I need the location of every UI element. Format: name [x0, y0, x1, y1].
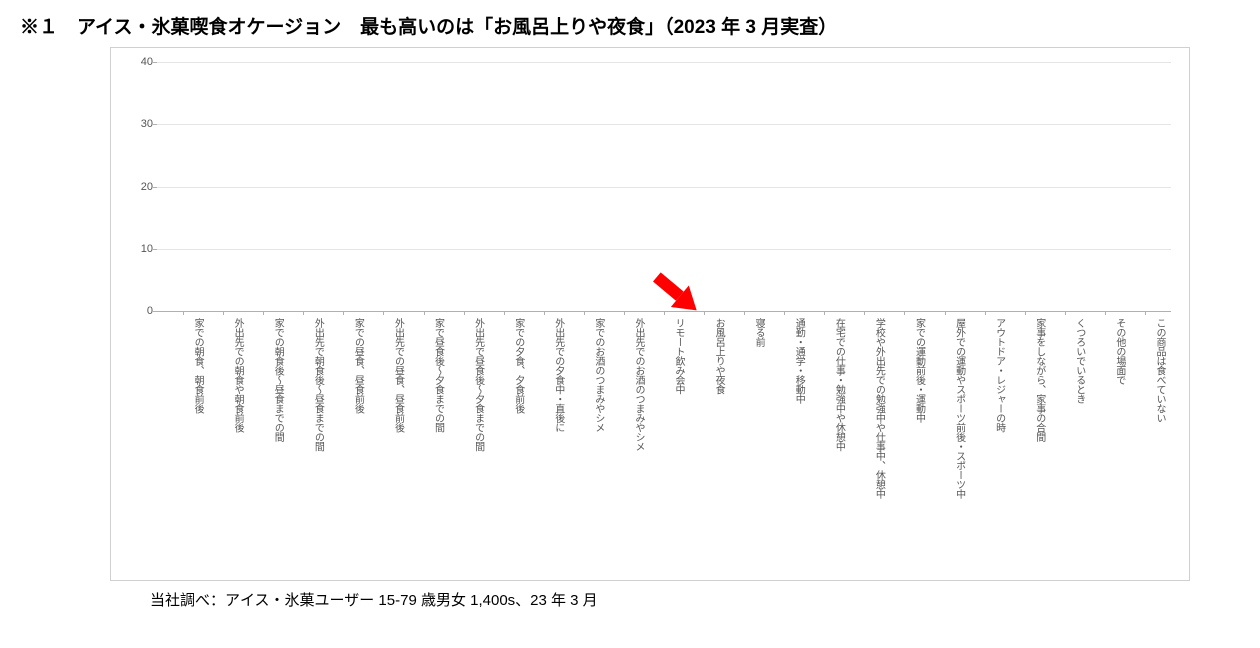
x-tick-mark	[584, 311, 585, 315]
y-tick-label: 20	[127, 181, 153, 193]
x-tick-mark	[1145, 311, 1146, 315]
x-axis-label: 外出先でのお酒のつまみやシメ	[604, 312, 644, 572]
gridline	[157, 187, 1171, 188]
x-tick-mark	[784, 311, 785, 315]
plot: 010203040	[157, 62, 1171, 312]
x-axis-label: くつろいでいるとき	[1045, 312, 1085, 572]
gridline	[157, 249, 1171, 250]
x-axis-label: 屋外での運動やスポーツ前後・スポーツ中	[924, 312, 964, 572]
x-axis-label: 家でのお酒のつまみやシメ	[564, 312, 604, 572]
x-tick-mark	[544, 311, 545, 315]
x-tick-mark	[744, 311, 745, 315]
chart-title: ※１ アイス・氷菓喫食オケージョン 最も高いのは「お風呂上りや夜食」（2023 …	[20, 12, 1240, 39]
x-tick-mark	[303, 311, 304, 315]
x-axis-label: 家での昼食、昼食前後	[323, 312, 363, 572]
x-axis-label: 家での夕食、夕食前後	[484, 312, 524, 572]
x-axis-label: 通勤・通学・移動中	[764, 312, 804, 572]
x-axis-label: 外出先での夕食中・直後に	[524, 312, 564, 572]
x-tick-mark	[383, 311, 384, 315]
y-tick-label: 10	[127, 243, 153, 255]
gridline	[157, 124, 1171, 125]
x-axis-label: 外出先での朝食や朝食前後	[203, 312, 243, 572]
x-axis-label: 学校や外出先での勉強中や仕事中、休憩中	[844, 312, 884, 572]
x-axis-label: お風呂上りや夜食	[684, 312, 724, 572]
x-tick-mark	[704, 311, 705, 315]
plot-area: 010203040	[157, 62, 1171, 312]
x-tick-mark	[1105, 311, 1106, 315]
x-axis-label: 外出先で朝食後～昼食までの間	[283, 312, 323, 572]
x-axis-label: その他の場面で	[1085, 312, 1125, 572]
x-axis-label: 外出先で昼食後～夕食までの間	[444, 312, 484, 572]
x-axis-labels: 家での朝食、朝食前後外出先での朝食や朝食前後家での朝食後～昼食までの間外出先で朝…	[157, 312, 1171, 572]
gridline	[157, 62, 1171, 63]
y-tick-mark	[153, 187, 157, 188]
x-axis-label: 寝る前	[724, 312, 764, 572]
y-tick-label: 0	[127, 305, 153, 317]
x-tick-mark	[223, 311, 224, 315]
x-axis-label: 外出先での昼食、昼食前後	[363, 312, 403, 572]
chart-container: 010203040 家での朝食、朝食前後外出先での朝食や朝食前後家での朝食後～昼…	[110, 47, 1190, 581]
y-tick-label: 40	[127, 56, 153, 68]
x-tick-mark	[824, 311, 825, 315]
x-axis-label: 家での朝食後～昼食までの間	[243, 312, 283, 572]
y-tick-label: 30	[127, 118, 153, 130]
x-tick-mark	[343, 311, 344, 315]
chart-caption: 当社調べ：アイス・氷菓ユーザー 15-79 歳男女 1,400s、23 年 3 …	[150, 589, 1240, 610]
x-axis-label: リモート飲み会中	[644, 312, 684, 572]
x-tick-mark	[504, 311, 505, 315]
x-tick-mark	[183, 311, 184, 315]
x-axis-label: 家での運動前後・運動中	[884, 312, 924, 572]
x-tick-mark	[1065, 311, 1066, 315]
x-axis-label: 家で昼食後～夕食までの間	[403, 312, 443, 572]
y-tick-mark	[153, 249, 157, 250]
x-tick-mark	[945, 311, 946, 315]
x-axis-label: 家での朝食、朝食前後	[163, 312, 203, 572]
x-tick-mark	[985, 311, 986, 315]
y-tick-mark	[153, 311, 157, 312]
x-tick-mark	[624, 311, 625, 315]
x-axis-label: この商品は食べていない	[1125, 312, 1165, 572]
x-tick-mark	[664, 311, 665, 315]
x-tick-mark	[424, 311, 425, 315]
x-axis-label: アウトドア・レジャーの時	[965, 312, 1005, 572]
x-tick-mark	[263, 311, 264, 315]
x-tick-mark	[1025, 311, 1026, 315]
x-tick-mark	[464, 311, 465, 315]
y-tick-mark	[153, 124, 157, 125]
y-tick-mark	[153, 62, 157, 63]
x-axis-label: 家事をしながら、家事の合間	[1005, 312, 1045, 572]
x-tick-mark	[864, 311, 865, 315]
x-axis-label: 在宅での仕事・勉強中や休憩中	[804, 312, 844, 572]
x-tick-mark	[904, 311, 905, 315]
